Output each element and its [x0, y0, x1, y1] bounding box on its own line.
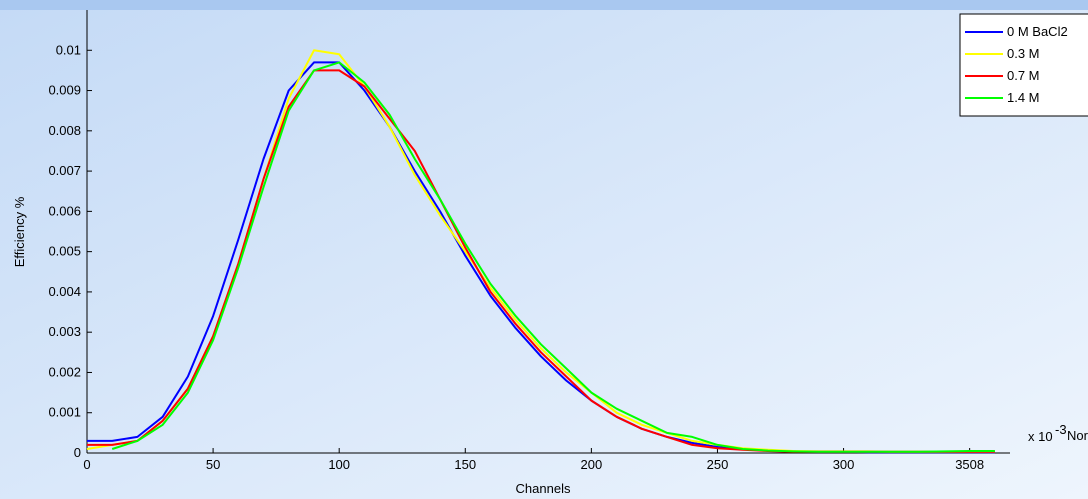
y-tick-label: 0.003	[48, 324, 81, 339]
y-tick-label: 0.009	[48, 83, 81, 98]
x-tick-label: 250	[707, 457, 729, 472]
top-strip	[0, 0, 1088, 10]
legend-label: 0.3 M	[1007, 46, 1040, 61]
y-tick-label: 0.002	[48, 364, 81, 379]
y-axis-label: Efficiency %	[12, 196, 27, 267]
x-tick-label: 100	[328, 457, 350, 472]
x-tick-label: 200	[581, 457, 603, 472]
y-tick-label: 0.01	[56, 42, 81, 57]
x-axis-label: Channels	[516, 481, 571, 496]
x-tick-label: 0	[83, 457, 90, 472]
x-tick-label: 50	[206, 457, 220, 472]
annotation-text: Norm	[1067, 428, 1088, 443]
x-tick-label: 3508	[955, 457, 984, 472]
y-tick-label: 0.007	[48, 163, 81, 178]
legend-label: 1.4 M	[1007, 90, 1040, 105]
y-tick-label: 0.006	[48, 203, 81, 218]
annotation-exponent: -3	[1055, 422, 1067, 437]
y-tick-label: 0.004	[48, 284, 81, 299]
series-line	[111, 61, 995, 453]
y-tick-label: 0	[74, 445, 81, 460]
y-tick-label: 0.008	[48, 123, 81, 138]
legend-label: 0.7 M	[1007, 68, 1040, 83]
x-tick-label: 150	[454, 457, 476, 472]
annotation-base: x 10	[1028, 429, 1053, 444]
y-tick-label: 0.001	[48, 405, 81, 420]
legend-label: 0 M BaCl2	[1007, 24, 1068, 39]
y-tick-label: 0.005	[48, 244, 81, 259]
x-tick-label: 300	[833, 457, 855, 472]
